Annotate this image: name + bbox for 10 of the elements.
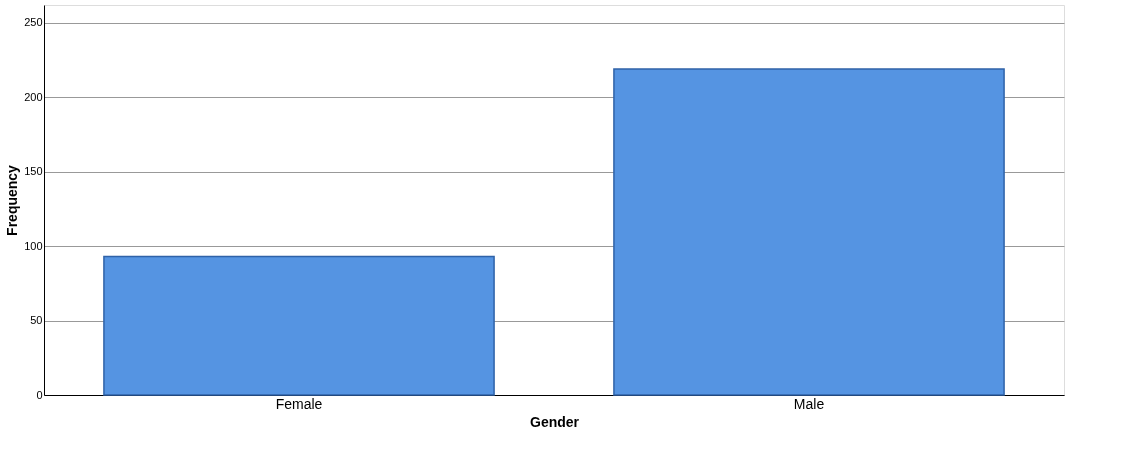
y-tick-label: 0 — [36, 388, 43, 401]
x-axis-title: Gender — [529, 413, 580, 430]
y-tick-label: 50 — [30, 314, 43, 327]
x-tick-label: Male — [793, 395, 825, 412]
y-tick-label: 250 — [24, 16, 43, 29]
x-tick-label: Female — [275, 395, 323, 412]
y-tick-label: 200 — [24, 90, 43, 103]
y-tick-label: 150 — [24, 165, 43, 178]
y-axis-title: Frequency — [4, 164, 21, 236]
y-tick-label: 100 — [24, 239, 43, 252]
